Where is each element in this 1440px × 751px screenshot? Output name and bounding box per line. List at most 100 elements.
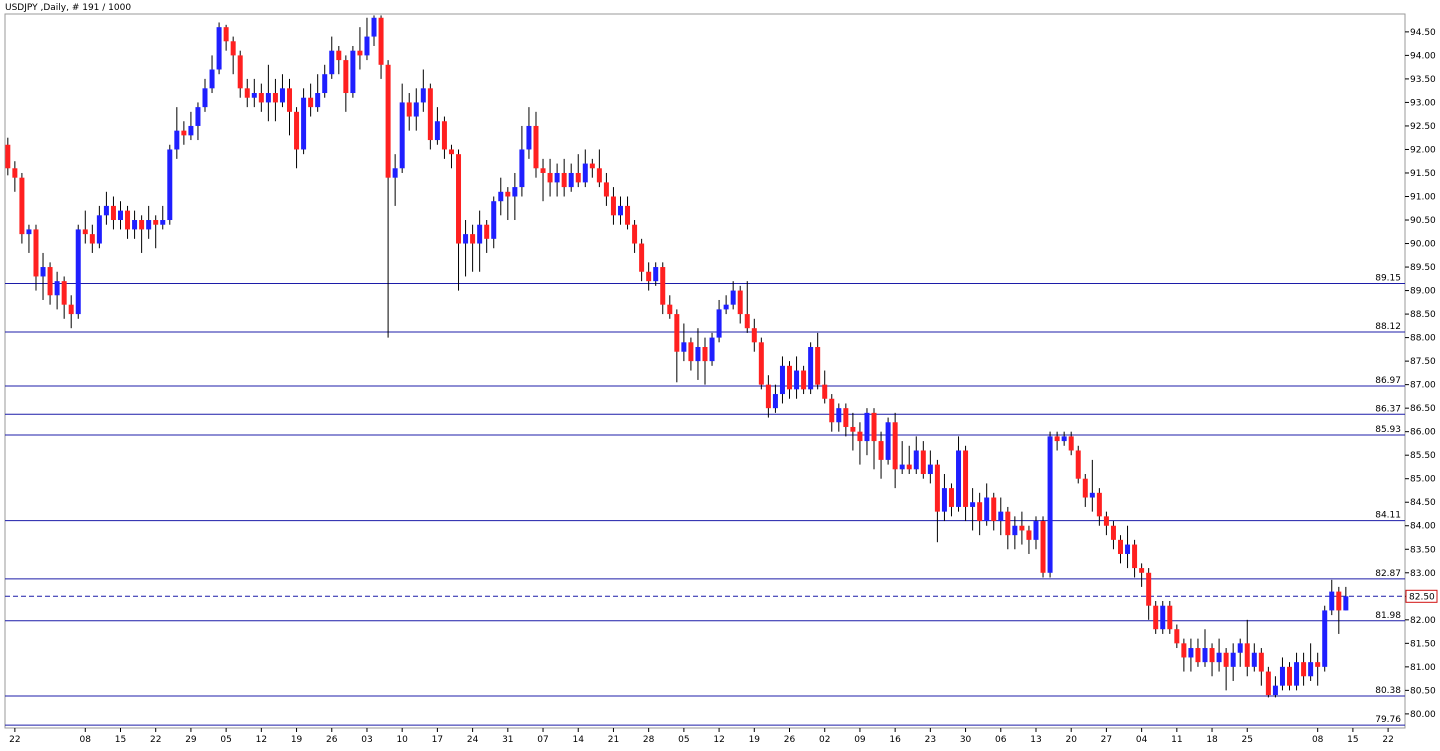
candle-body bbox=[610, 196, 616, 216]
x-tick-label: 07 bbox=[537, 735, 548, 745]
candle-body bbox=[456, 154, 462, 244]
y-tick-label: 88.00 bbox=[1410, 334, 1436, 344]
candle-body bbox=[371, 17, 377, 37]
candle-body bbox=[948, 488, 954, 507]
candle-body bbox=[399, 102, 405, 169]
candle-body bbox=[287, 88, 293, 112]
candle-body bbox=[1315, 662, 1321, 667]
x-tick-label: 09 bbox=[854, 735, 866, 745]
y-tick-label: 86.00 bbox=[1410, 428, 1436, 438]
x-tick-label: 15 bbox=[1347, 735, 1358, 745]
candle-body bbox=[519, 149, 525, 188]
candle-body bbox=[477, 224, 483, 244]
candle-body bbox=[850, 426, 856, 432]
candle-body bbox=[871, 412, 877, 442]
candle-body bbox=[864, 412, 870, 442]
y-tick-label: 88.50 bbox=[1410, 310, 1436, 320]
candle-body bbox=[963, 450, 969, 507]
candle-body bbox=[1005, 511, 1011, 536]
candle-body bbox=[1329, 591, 1335, 611]
candle-body bbox=[751, 328, 757, 343]
candle-body bbox=[899, 464, 905, 470]
x-tick-label: 30 bbox=[960, 735, 972, 745]
x-tick-label: 17 bbox=[432, 735, 443, 745]
candle-body bbox=[272, 93, 278, 103]
y-tick-label: 83.50 bbox=[1410, 545, 1436, 555]
x-tick-label: 14 bbox=[573, 735, 585, 745]
y-tick-label: 92.00 bbox=[1410, 145, 1436, 155]
y-tick-label: 92.50 bbox=[1410, 122, 1436, 132]
candle-body bbox=[420, 88, 426, 103]
candle-body bbox=[1117, 539, 1123, 554]
plot-frame bbox=[4, 13, 1406, 729]
candle-body bbox=[5, 144, 11, 169]
x-tick-label: 06 bbox=[995, 735, 1007, 745]
candle-body bbox=[660, 267, 666, 305]
y-tick-label: 81.50 bbox=[1410, 639, 1436, 649]
candle-body bbox=[47, 267, 53, 296]
candle-body bbox=[174, 130, 180, 150]
candle-body bbox=[153, 220, 159, 225]
y-tick-label: 94.50 bbox=[1410, 28, 1436, 38]
candle-body bbox=[385, 64, 391, 178]
candle-body bbox=[392, 168, 398, 178]
candle-body bbox=[956, 450, 962, 507]
candle-body bbox=[448, 149, 454, 155]
y-tick-label: 82.00 bbox=[1410, 616, 1436, 626]
candle-body bbox=[1244, 643, 1250, 667]
candle-body bbox=[1336, 591, 1342, 611]
y-tick-label: 83.00 bbox=[1410, 569, 1436, 579]
candle-body bbox=[822, 384, 828, 399]
candle-body bbox=[139, 220, 145, 230]
y-tick-label: 91.50 bbox=[1410, 169, 1436, 179]
candle-body bbox=[617, 205, 623, 216]
candle-body bbox=[970, 502, 976, 507]
candle-body bbox=[772, 394, 778, 409]
candle-body bbox=[40, 267, 46, 277]
candle-body bbox=[716, 309, 722, 338]
x-tick-label: 11 bbox=[1171, 735, 1182, 745]
x-tick-label: 19 bbox=[291, 735, 303, 745]
current-price-label: 82.50 bbox=[1409, 592, 1435, 602]
candle-body bbox=[322, 74, 328, 94]
level-label: 85.93 bbox=[1375, 425, 1401, 435]
candle-body bbox=[526, 125, 532, 150]
candle-body bbox=[667, 304, 673, 315]
candle-body bbox=[625, 205, 631, 225]
candle-body bbox=[223, 27, 229, 42]
candle-body bbox=[779, 365, 785, 395]
candle-body bbox=[484, 224, 490, 239]
candle-body bbox=[26, 229, 32, 235]
candle-body bbox=[1167, 605, 1173, 630]
candle-body bbox=[491, 201, 497, 239]
current-price-box bbox=[1405, 589, 1438, 603]
candle-body bbox=[505, 191, 511, 197]
candle-body bbox=[1125, 544, 1131, 554]
candle-body bbox=[927, 464, 933, 475]
candle-body bbox=[329, 50, 335, 75]
candle-body bbox=[181, 130, 187, 136]
x-tick-label: 27 bbox=[1101, 735, 1112, 745]
x-tick-label: 08 bbox=[1312, 735, 1324, 745]
candle-body bbox=[103, 205, 109, 216]
candle-body bbox=[1033, 521, 1039, 540]
candle-body bbox=[1040, 521, 1046, 573]
candle-body bbox=[1026, 530, 1032, 540]
y-tick-label: 85.50 bbox=[1410, 451, 1436, 461]
candle-body bbox=[1258, 652, 1264, 672]
candle-body bbox=[1019, 525, 1025, 531]
candle-body bbox=[132, 220, 138, 230]
candle-body bbox=[765, 384, 771, 409]
candle-body bbox=[1096, 492, 1102, 517]
candle-body bbox=[1139, 568, 1145, 573]
level-label: 89.15 bbox=[1375, 274, 1401, 284]
x-tick-label: 02 bbox=[819, 735, 830, 745]
candle-body bbox=[294, 111, 300, 150]
candle-body bbox=[646, 271, 652, 282]
candle-body bbox=[441, 121, 447, 150]
candle-body bbox=[1223, 652, 1229, 667]
x-tick-label: 12 bbox=[713, 735, 724, 745]
candle-body bbox=[357, 50, 363, 56]
candle-body bbox=[1237, 643, 1243, 653]
